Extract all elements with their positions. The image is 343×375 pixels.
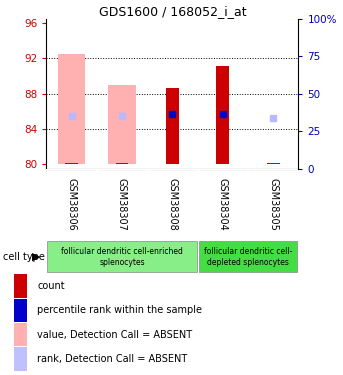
Title: GDS1600 / 168052_i_at: GDS1600 / 168052_i_at [98, 4, 246, 18]
Text: follicular dendritic cell-enriched
splenocytes: follicular dendritic cell-enriched splen… [61, 247, 183, 267]
Text: ▶: ▶ [32, 252, 40, 262]
Bar [199, 242, 297, 272]
Text: rank, Detection Call = ABSENT: rank, Detection Call = ABSENT [37, 354, 188, 364]
Text: percentile rank within the sample: percentile rank within the sample [37, 305, 202, 315]
Text: follicular dendritic cell-
depleted splenocytes: follicular dendritic cell- depleted sple… [204, 247, 292, 267]
Bar [166, 88, 179, 164]
Bar [58, 54, 85, 164]
Text: GSM38305: GSM38305 [268, 178, 278, 231]
Bar [14, 323, 27, 346]
Text: count: count [37, 281, 65, 291]
Text: GSM38306: GSM38306 [67, 178, 76, 231]
Text: cell type: cell type [3, 252, 45, 262]
Bar [108, 85, 136, 164]
Bar [14, 298, 27, 322]
Bar [116, 163, 128, 164]
Bar [14, 347, 27, 371]
Text: GSM38308: GSM38308 [167, 178, 177, 231]
Bar [14, 274, 27, 298]
Text: value, Detection Call = ABSENT: value, Detection Call = ABSENT [37, 330, 192, 340]
Bar [216, 66, 229, 164]
Bar [65, 163, 78, 164]
Bar [47, 242, 197, 272]
Text: GSM38304: GSM38304 [218, 178, 228, 231]
Bar [267, 163, 280, 164]
Text: GSM38307: GSM38307 [117, 178, 127, 231]
